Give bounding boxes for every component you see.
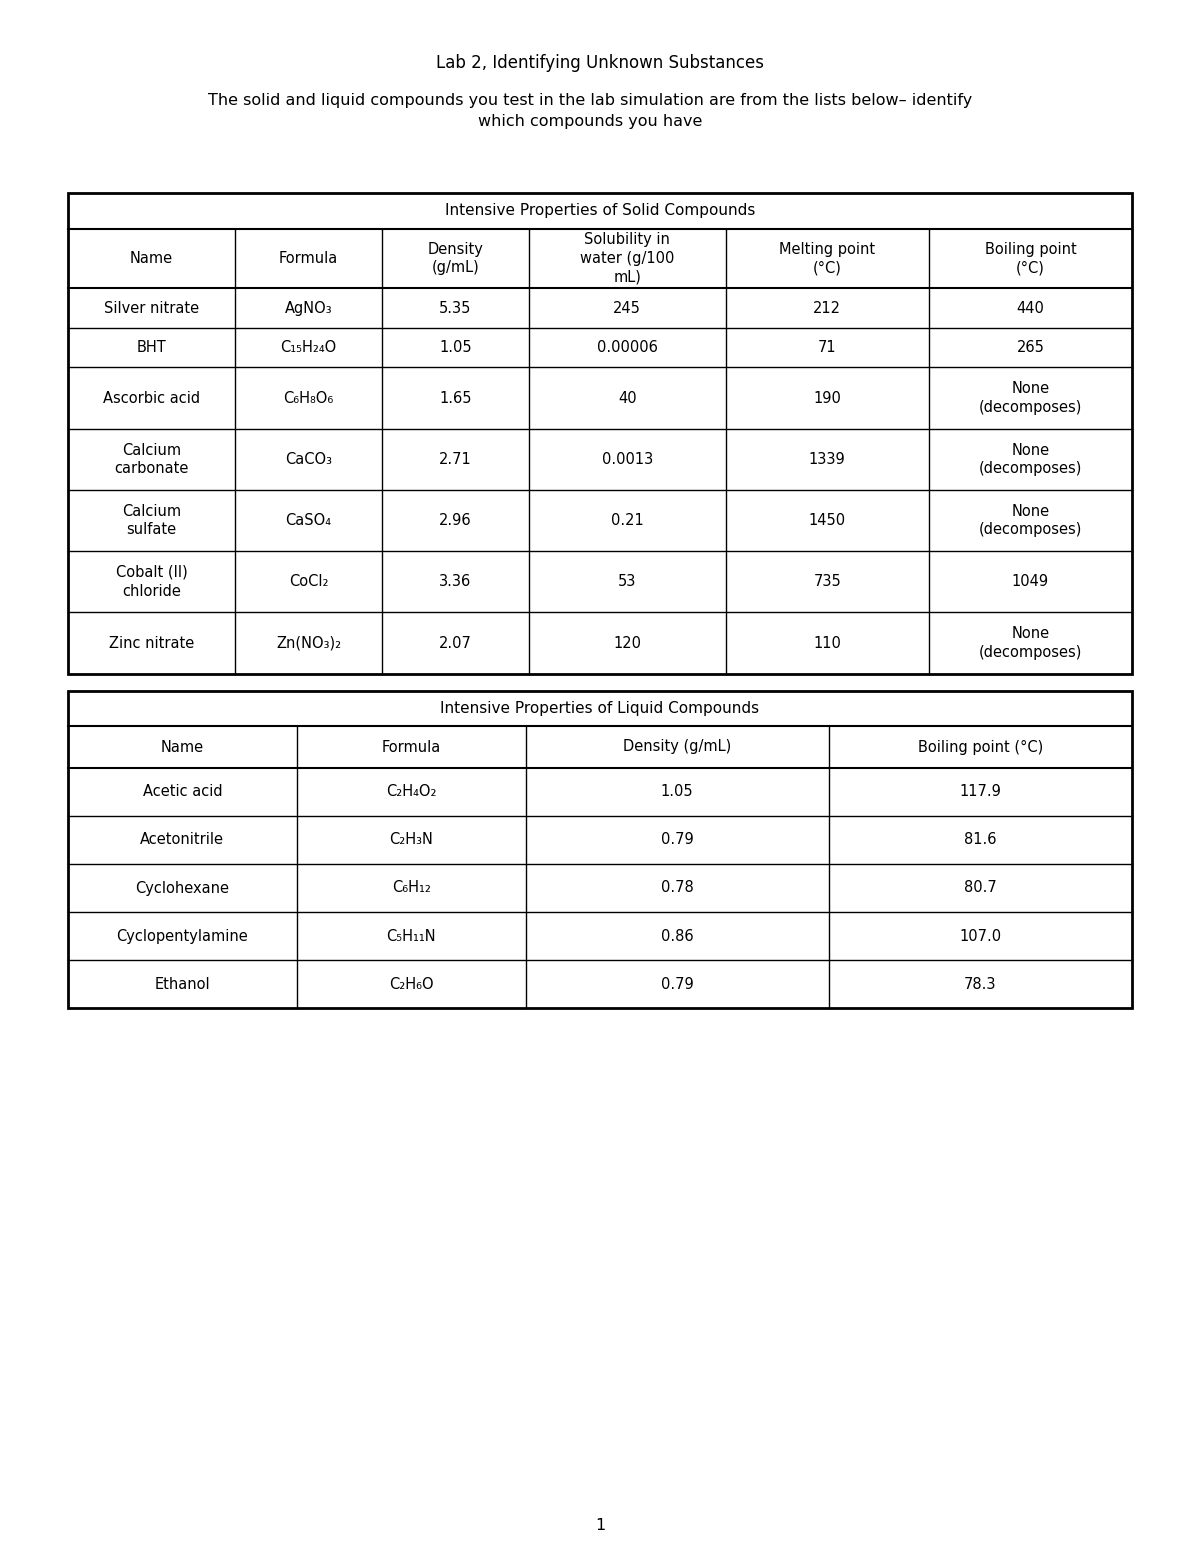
Text: AgNO₃: AgNO₃ [284,301,332,315]
Text: 190: 190 [814,391,841,405]
Text: 1.65: 1.65 [439,391,472,405]
Text: 212: 212 [814,301,841,315]
Text: C₂H₄O₂: C₂H₄O₂ [386,784,437,800]
Text: C₁₅H₂₄O: C₁₅H₂₄O [281,340,336,356]
Text: 2.71: 2.71 [439,452,472,467]
Text: None
(decomposes): None (decomposes) [979,503,1082,537]
Text: 107.0: 107.0 [959,929,1002,944]
Text: BHT: BHT [137,340,167,356]
Text: Melting point
(°C): Melting point (°C) [779,242,875,275]
Text: 440: 440 [1016,301,1044,315]
Text: 1339: 1339 [809,452,846,467]
Text: None
(decomposes): None (decomposes) [979,443,1082,477]
Text: C₂H₃N: C₂H₃N [389,832,433,848]
Text: 120: 120 [613,635,641,651]
Text: Density
(g/mL): Density (g/mL) [427,242,484,275]
Text: Cobalt (II)
chloride: Cobalt (II) chloride [115,565,187,598]
Text: Formula: Formula [382,739,440,755]
Text: None
(decomposes): None (decomposes) [979,626,1082,660]
Text: 1.05: 1.05 [439,340,472,356]
Text: Acetonitrile: Acetonitrile [140,832,224,848]
Text: Ethanol: Ethanol [155,977,210,991]
Text: Ascorbic acid: Ascorbic acid [103,391,200,405]
Text: Calcium
carbonate: Calcium carbonate [114,443,188,477]
Text: 117.9: 117.9 [960,784,1001,800]
Text: Calcium
sulfate: Calcium sulfate [122,503,181,537]
Text: None
(decomposes): None (decomposes) [979,382,1082,415]
Text: 735: 735 [814,575,841,589]
Text: 80.7: 80.7 [964,881,997,896]
Text: Boiling point
(°C): Boiling point (°C) [984,242,1076,275]
Text: Silver nitrate: Silver nitrate [104,301,199,315]
Text: Name: Name [130,252,173,266]
Text: Cyclopentylamine: Cyclopentylamine [116,929,248,944]
Text: C₆H₈O₆: C₆H₈O₆ [283,391,334,405]
Text: C₅H₁₁N: C₅H₁₁N [386,929,436,944]
Text: 110: 110 [814,635,841,651]
Text: 1450: 1450 [809,512,846,528]
Text: 81.6: 81.6 [964,832,997,848]
Text: Solubility in
water (g/100
mL): Solubility in water (g/100 mL) [580,233,674,284]
Text: 0.79: 0.79 [661,977,694,991]
Text: Intensive Properties of Liquid Compounds: Intensive Properties of Liquid Compounds [440,700,760,716]
Text: 71: 71 [818,340,836,356]
Text: C₂H₆O: C₂H₆O [389,977,433,991]
Text: 245: 245 [613,301,641,315]
Text: 3.36: 3.36 [439,575,472,589]
Text: 1049: 1049 [1012,575,1049,589]
Text: 40: 40 [618,391,636,405]
Text: Intensive Properties of Solid Compounds: Intensive Properties of Solid Compounds [445,203,755,219]
Text: Density (g/mL): Density (g/mL) [623,739,731,755]
Text: 265: 265 [1016,340,1044,356]
Text: 0.0013: 0.0013 [601,452,653,467]
Text: 1.05: 1.05 [661,784,694,800]
Text: 5.35: 5.35 [439,301,472,315]
Text: CoCl₂: CoCl₂ [289,575,329,589]
Text: CaSO₄: CaSO₄ [286,512,331,528]
Text: 78.3: 78.3 [964,977,997,991]
Text: Boiling point (°C): Boiling point (°C) [918,739,1043,755]
Text: Acetic acid: Acetic acid [143,784,222,800]
Bar [68,691,1132,1008]
Text: 0.86: 0.86 [661,929,694,944]
Text: 2.07: 2.07 [439,635,472,651]
Text: 1: 1 [595,1517,605,1533]
Text: Formula: Formula [278,252,338,266]
Text: CaCO₃: CaCO₃ [284,452,332,467]
Text: Name: Name [161,739,204,755]
Text: The solid and liquid compounds you test in the lab simulation are from the lists: The solid and liquid compounds you test … [208,93,972,129]
Text: 0.79: 0.79 [661,832,694,848]
Text: 0.21: 0.21 [611,512,643,528]
Text: C₆H₁₂: C₆H₁₂ [391,881,431,896]
Text: 0.78: 0.78 [661,881,694,896]
Text: 2.96: 2.96 [439,512,472,528]
Text: Zinc nitrate: Zinc nitrate [109,635,194,651]
Text: Lab 2, Identifying Unknown Substances: Lab 2, Identifying Unknown Substances [436,54,764,71]
Bar [68,193,1132,674]
Text: Zn(NO₃)₂: Zn(NO₃)₂ [276,635,341,651]
Text: Cyclohexane: Cyclohexane [136,881,229,896]
Text: 53: 53 [618,575,636,589]
Text: 0.00006: 0.00006 [596,340,658,356]
